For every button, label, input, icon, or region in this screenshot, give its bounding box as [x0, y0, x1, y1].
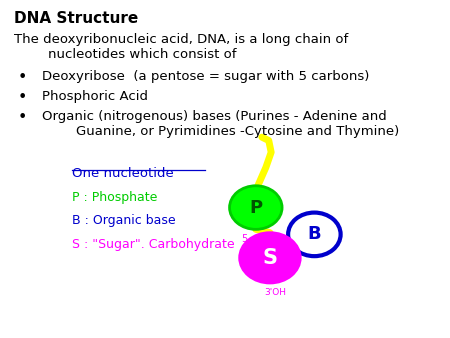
Circle shape [288, 213, 341, 256]
Text: The deoxyribonucleic acid, DNA, is a long chain of
        nucleotides which con: The deoxyribonucleic acid, DNA, is a lon… [14, 33, 348, 61]
Circle shape [240, 233, 300, 283]
Text: 3'OH: 3'OH [264, 288, 286, 297]
Text: Deoxyribose  (a pentose = sugar with 5 carbons): Deoxyribose (a pentose = sugar with 5 ca… [42, 70, 369, 83]
Text: B : Organic base: B : Organic base [72, 214, 176, 227]
Text: •: • [18, 110, 27, 125]
Text: P: P [249, 198, 262, 217]
Text: •: • [18, 70, 27, 85]
Text: P : Phosphate: P : Phosphate [72, 191, 158, 204]
Text: S : "Sugar". Carbohydrate: S : "Sugar". Carbohydrate [72, 238, 235, 251]
Text: Phosphoric Acid: Phosphoric Acid [42, 90, 148, 103]
Text: B: B [307, 225, 321, 243]
Text: 5: 5 [242, 234, 248, 244]
Circle shape [230, 186, 282, 230]
Text: S: S [262, 248, 278, 268]
Text: DNA Structure: DNA Structure [14, 11, 138, 26]
Text: One nucleotide: One nucleotide [72, 167, 174, 180]
Text: •: • [18, 90, 27, 105]
Text: Organic (nitrogenous) bases (Purines - Adenine and
        Guanine, or Pyrimidin: Organic (nitrogenous) bases (Purines - A… [42, 110, 399, 138]
